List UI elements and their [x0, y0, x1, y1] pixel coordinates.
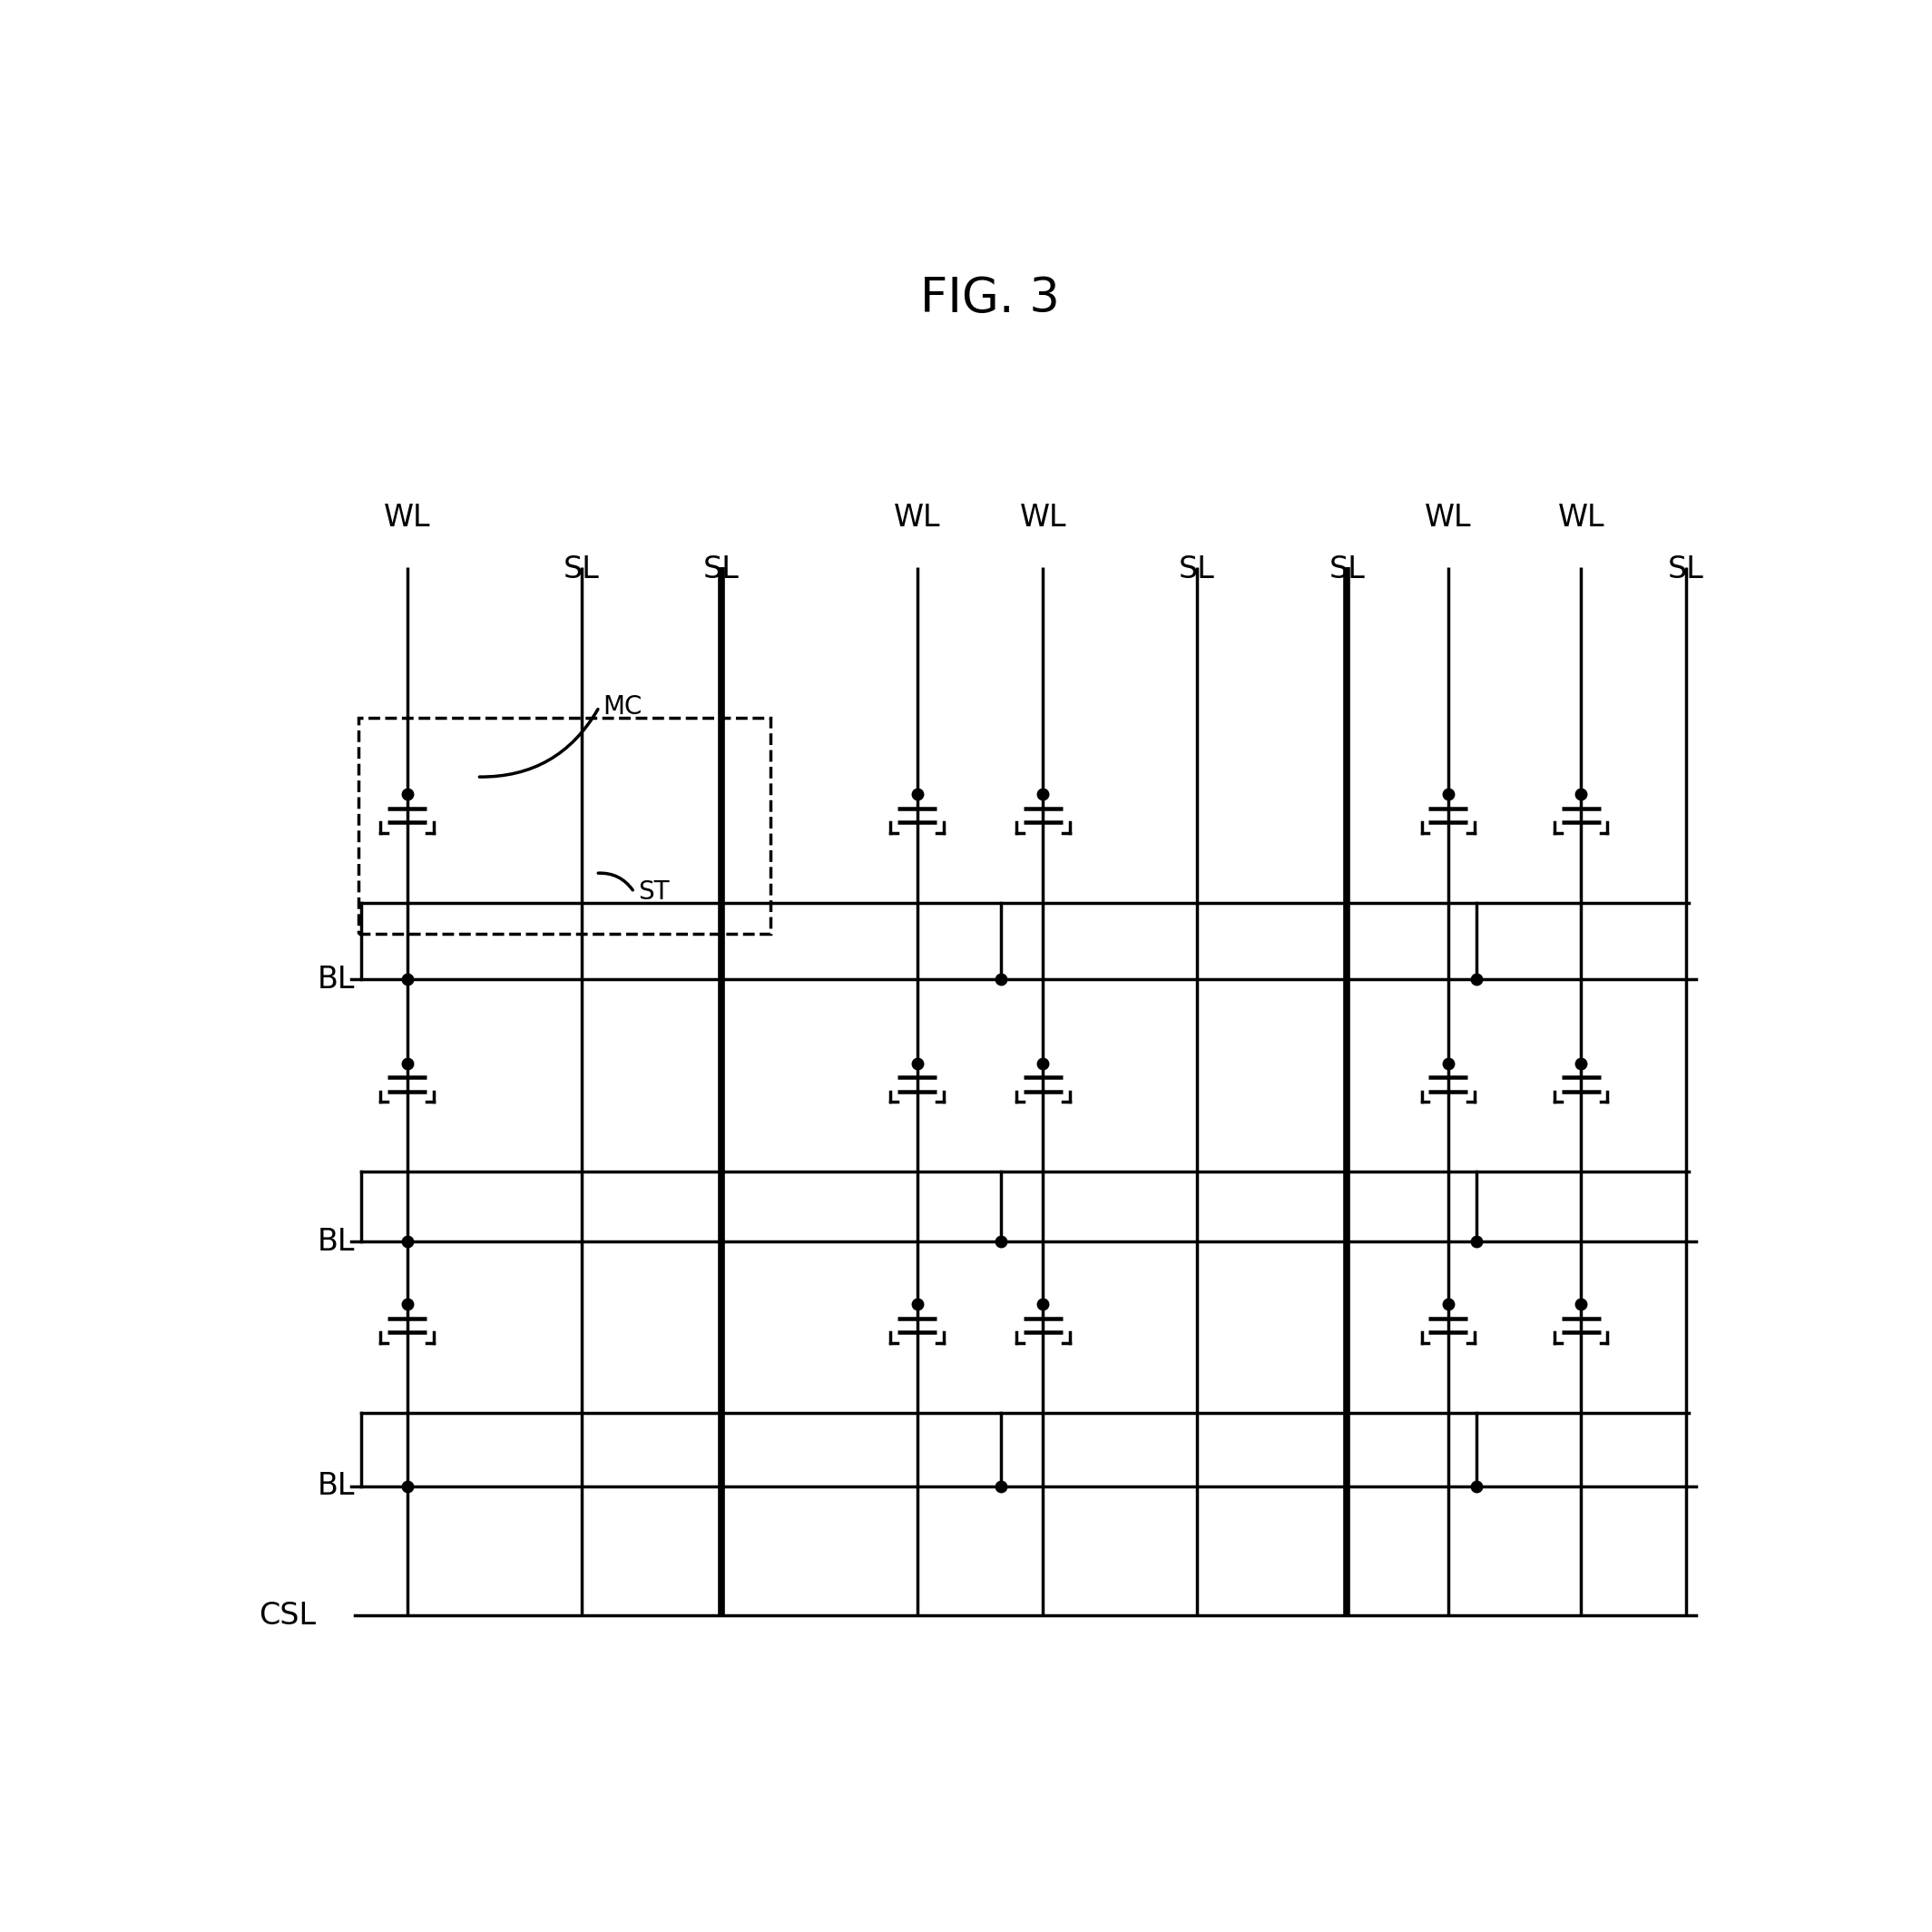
Text: WL: WL: [1424, 502, 1472, 533]
Text: WL: WL: [384, 502, 431, 533]
Text: SL: SL: [703, 554, 740, 585]
Text: WL: WL: [1557, 502, 1604, 533]
Text: BL: BL: [317, 1227, 355, 1256]
Text: FIG. 3: FIG. 3: [920, 274, 1061, 323]
Text: BL: BL: [317, 1470, 355, 1501]
Text: MC: MC: [603, 694, 641, 721]
Text: CSL: CSL: [259, 1600, 317, 1631]
Text: ST: ST: [638, 879, 668, 904]
Text: WL: WL: [1020, 502, 1066, 533]
Text: SL: SL: [1667, 554, 1704, 585]
Text: SL: SL: [1179, 554, 1215, 585]
Bar: [357, 717, 771, 933]
Text: BL: BL: [317, 964, 355, 995]
Text: SL: SL: [564, 554, 599, 585]
Text: WL: WL: [895, 502, 941, 533]
Text: SL: SL: [1329, 554, 1364, 585]
